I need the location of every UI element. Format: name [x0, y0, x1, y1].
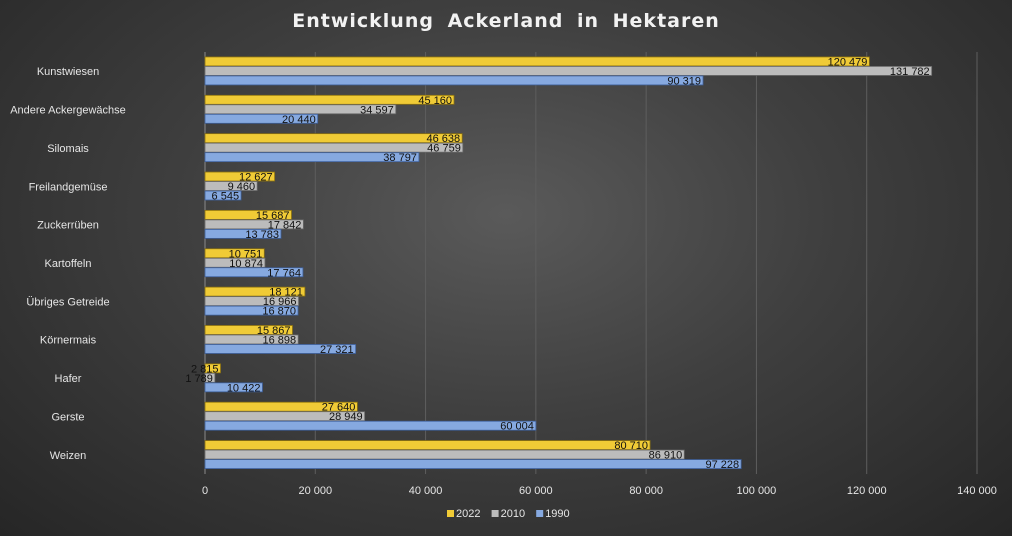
- category-label: Kunstwiesen: [37, 66, 99, 78]
- category-label: Kartoffeln: [45, 258, 92, 270]
- x-tick-label: 40 000: [409, 485, 443, 497]
- data-label-1990: 20 440: [282, 114, 316, 126]
- data-label-1990: 17 764: [267, 267, 301, 279]
- legend-swatch-2010: [491, 510, 499, 517]
- bar-2010: [204, 449, 685, 460]
- bar-2022: [204, 286, 306, 297]
- data-label-2022: 46 638: [427, 133, 461, 145]
- data-label-2010: 10 874: [229, 258, 263, 270]
- bar-2010: [204, 411, 366, 422]
- x-tick-label: 120 000: [847, 485, 887, 497]
- data-label-1990: 27 321: [320, 344, 354, 356]
- bar-2022: [204, 325, 293, 335]
- data-label-1990: 90 319: [667, 75, 701, 87]
- category-label: Weizen: [50, 450, 86, 462]
- bar-2022: [204, 209, 292, 220]
- bar-2022: [204, 363, 221, 374]
- x-tick-label: 20 000: [298, 485, 332, 497]
- bar-2010: [204, 142, 464, 153]
- bar-2022: [204, 94, 455, 105]
- category-label: Freilandgemüse: [29, 181, 108, 193]
- category-label: Gerste: [51, 411, 84, 423]
- bar-1990: [204, 420, 537, 431]
- data-label-2022: 80 710: [614, 440, 648, 452]
- x-tick-label: 0: [202, 485, 208, 497]
- legend-label-2022: 2022: [456, 508, 480, 520]
- legend-label-1990: 1990: [545, 508, 569, 520]
- legend-label-2010: 2010: [501, 508, 525, 520]
- x-tick-label: 60 000: [519, 485, 553, 497]
- data-label-2022: 27 640: [322, 402, 356, 414]
- legend-swatch-2022: [447, 510, 454, 517]
- bar-2010: [204, 257, 266, 268]
- data-label-2010: 1 789: [185, 373, 213, 385]
- data-label-2022: 120 479: [828, 56, 868, 68]
- bar-2010: [204, 372, 216, 383]
- data-label-2010: 17 842: [268, 219, 302, 231]
- data-label-2022: 15 867: [257, 325, 291, 337]
- category-label: Silomais: [47, 143, 89, 155]
- bar-2022: [204, 440, 651, 450]
- bar-1990: [204, 344, 357, 354]
- bar-1990: [204, 190, 242, 201]
- category-label: Übriges Getreide: [26, 296, 109, 308]
- data-label-2022: 45 160: [418, 95, 452, 107]
- data-label-2022: 15 687: [256, 210, 290, 222]
- bar-2022: [204, 56, 870, 67]
- data-label-2022: 2 815: [191, 363, 219, 375]
- data-label-1990: 97 228: [705, 459, 739, 471]
- bar-2010: [204, 334, 299, 345]
- data-label-1990: 16 870: [262, 306, 296, 318]
- data-label-1990: 38 797: [383, 152, 417, 164]
- bar-1990: [204, 382, 263, 393]
- bar-1990: [204, 228, 282, 239]
- data-label-2022: 12 627: [239, 172, 273, 184]
- bar-2010: [204, 181, 258, 191]
- data-label-2010: 16 966: [263, 296, 297, 308]
- bar-2022: [204, 401, 358, 412]
- bar-1990: [204, 152, 420, 163]
- bar-2010: [204, 104, 397, 115]
- chart-title: Entwicklung Ackerland in Hektaren: [292, 10, 720, 32]
- x-tick-label: 100 000: [737, 485, 777, 497]
- data-label-2010: 86 910: [649, 450, 683, 462]
- data-label-2010: 131 782: [890, 66, 930, 78]
- bar-2022: [204, 171, 276, 182]
- bar-1990: [204, 75, 704, 86]
- bar-2010: [204, 66, 933, 76]
- bar-2010: [204, 296, 299, 307]
- data-label-2010: 28 949: [329, 411, 363, 423]
- bar-1990: [204, 113, 319, 124]
- bar-1990: [204, 267, 304, 278]
- data-label-1990: 6 545: [212, 191, 240, 203]
- data-label-2010: 16 898: [263, 334, 297, 346]
- data-label-1990: 13 783: [245, 229, 279, 241]
- bar-1990: [204, 305, 299, 316]
- data-label-2010: 34 597: [360, 104, 394, 116]
- data-label-1990: 10 422: [227, 382, 261, 394]
- bar-2010: [204, 219, 304, 230]
- data-label-2010: 9 460: [228, 181, 256, 193]
- legend-swatch-1990: [536, 510, 544, 517]
- x-tick-label: 140 000: [957, 485, 997, 497]
- data-label-2010: 46 759: [427, 143, 461, 155]
- data-label-1990: 60 004: [500, 421, 534, 433]
- category-label: Hafer: [55, 373, 82, 385]
- data-label-2022: 18 121: [269, 287, 303, 299]
- bar-1990: [204, 459, 742, 469]
- bar-2022: [204, 248, 265, 259]
- x-tick-label: 80 000: [629, 485, 663, 497]
- category-label: Andere Ackergewächse: [10, 105, 126, 117]
- data-label-2022: 10 751: [229, 248, 263, 260]
- category-label: Zuckerrüben: [37, 220, 99, 232]
- category-label: Körnermais: [40, 335, 97, 347]
- bar-2022: [204, 133, 463, 144]
